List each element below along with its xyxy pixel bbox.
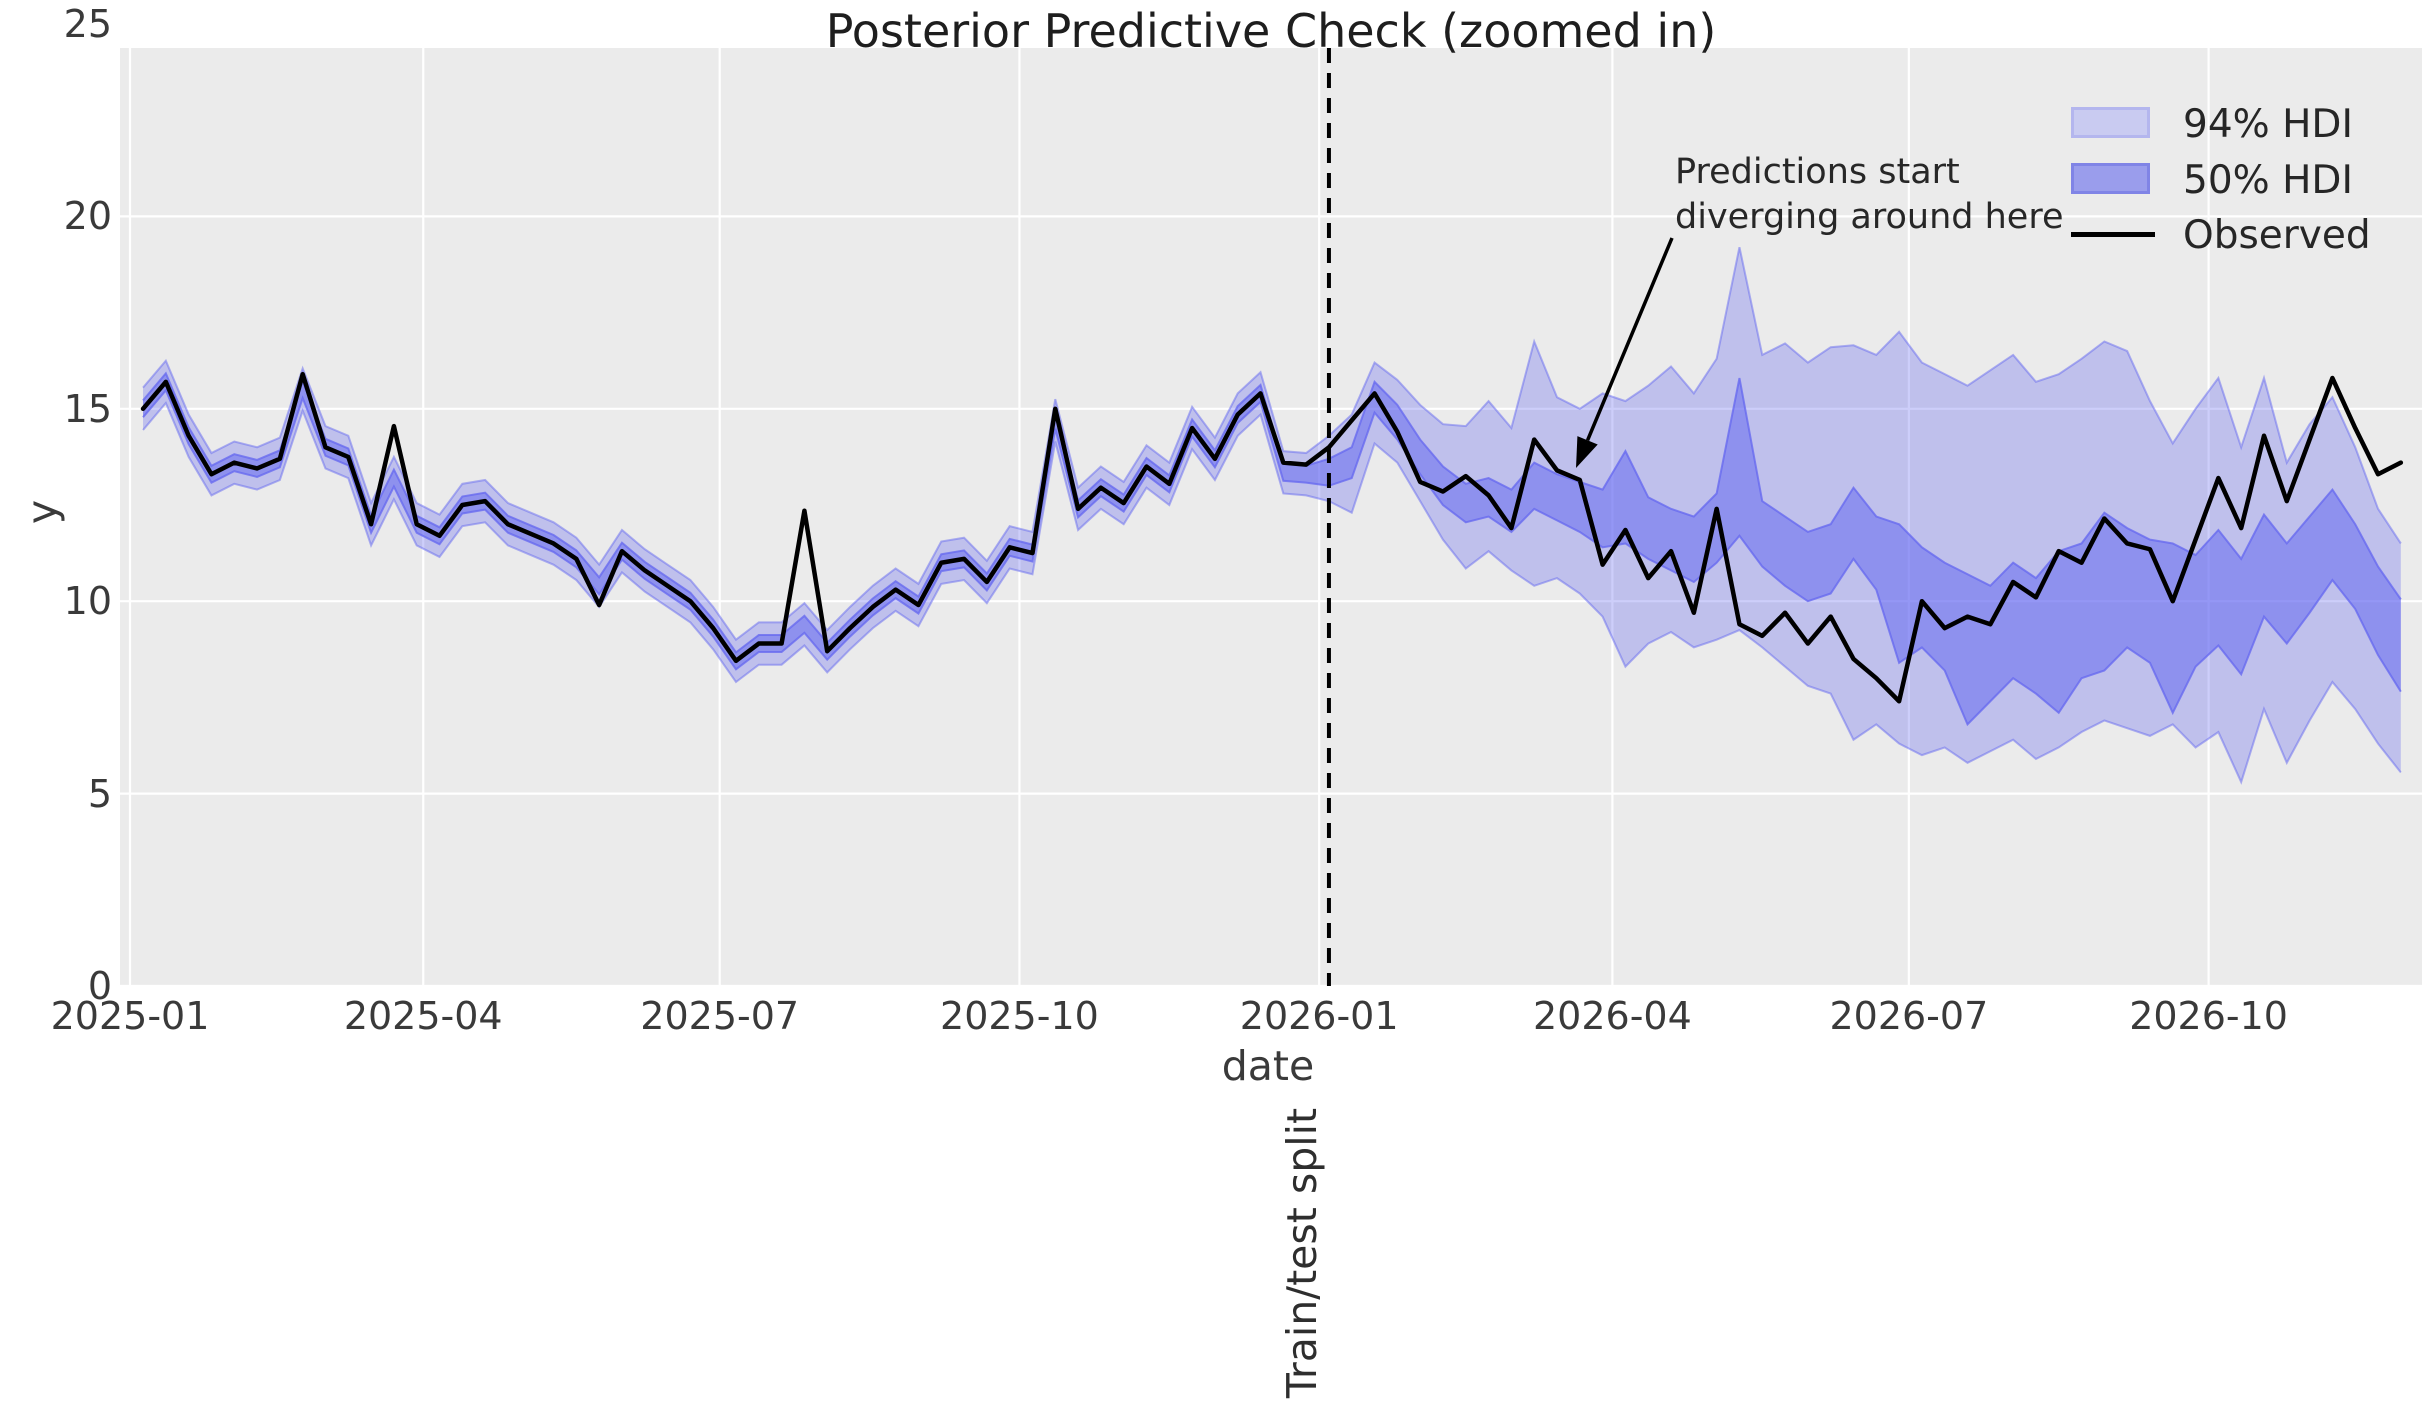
- y-tick-label: 15: [63, 386, 112, 431]
- x-tick-label: 2026-04: [1532, 994, 1692, 1038]
- x-tick-label: 2026-10: [2129, 994, 2288, 1038]
- annotation: Predictions start diverging around here: [1675, 150, 2064, 240]
- x-tick-label: 2026-01: [1239, 994, 1399, 1038]
- y-tick-label: 25: [63, 2, 112, 46]
- legend-label-observed: Observed: [2183, 213, 2371, 258]
- train-test-split-label: Train/test split: [1278, 1107, 1326, 1399]
- x-tick-label: 2025-07: [640, 994, 800, 1038]
- legend-label-50-hdi: 50% HDI: [2183, 158, 2353, 203]
- annotation-line1: Predictions start: [1675, 152, 1960, 192]
- annotation-arrow: [1585, 237, 1674, 441]
- annotation-line2: diverging around here: [1675, 197, 2064, 237]
- annotation-arrowhead-icon: [1576, 436, 1598, 468]
- hdi94-swatch-icon: [2071, 107, 2150, 138]
- hdi50-swatch-icon: [2071, 163, 2150, 194]
- x-tick-label: 2025-01: [50, 994, 210, 1038]
- observed-line-swatch-icon: [2071, 232, 2155, 237]
- x-axis-label: date: [1221, 1042, 1315, 1090]
- y-tick-label: 5: [87, 771, 112, 816]
- observed-series-line: [140, 371, 2404, 704]
- x-tick-label: 2026-07: [1829, 994, 1989, 1038]
- legend-label-94-hdi: 94% HDI: [2183, 102, 2353, 147]
- chart-title: Posterior Predictive Check (zoomed in): [825, 4, 1717, 58]
- y-axis-label: y: [18, 499, 66, 525]
- y-tick-label: 10: [63, 579, 112, 624]
- y-tick-label: 20: [63, 194, 112, 239]
- y-tick-label: 0: [87, 964, 112, 1008]
- x-tick-label: 2025-04: [343, 994, 503, 1038]
- x-tick-label: 2025-10: [940, 994, 1099, 1038]
